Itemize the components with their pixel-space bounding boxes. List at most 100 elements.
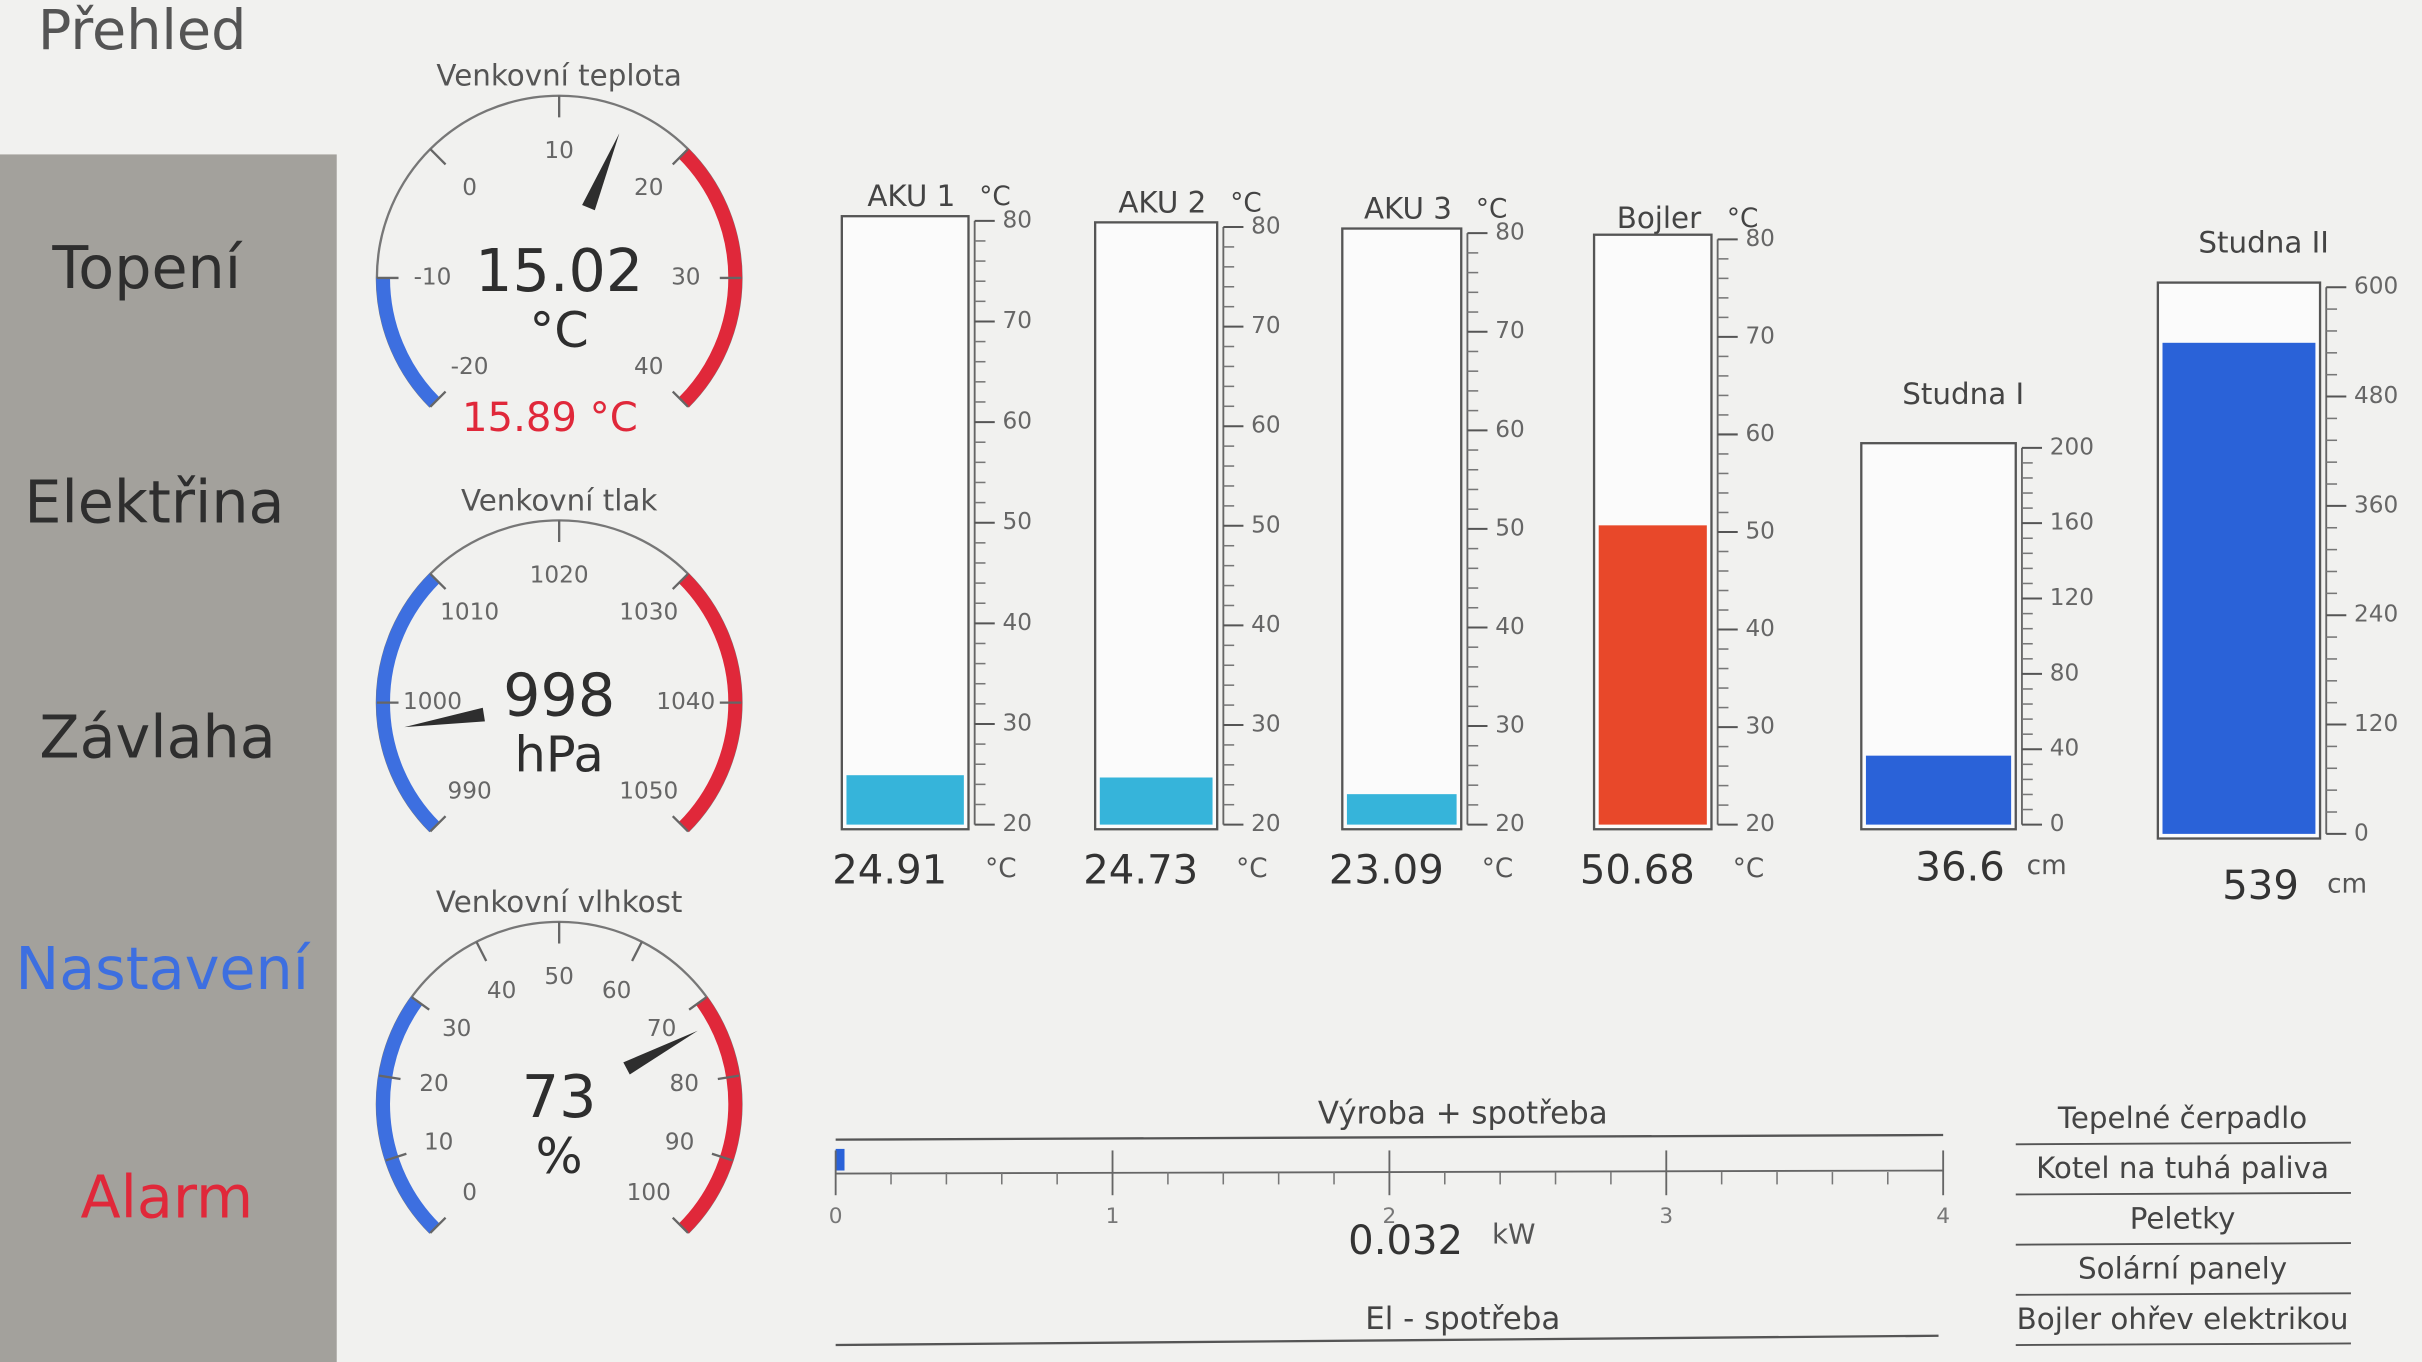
scale-label: 70 [1745,323,1774,349]
scale-label: 20 [1251,811,1280,837]
axis-label: 4 [1936,1204,1950,1229]
gauge-zone [376,996,440,1234]
gauge-tick [671,1216,689,1234]
gauge-tick [671,390,689,408]
axis-label: 0 [829,1204,843,1229]
gauge-tick [671,572,689,590]
gauge-unit: hPa [515,726,604,784]
source-item: Solární panely [2078,1252,2287,1286]
gauge-tick-label: 30 [442,1016,471,1042]
gauge-tick [688,996,708,1011]
gauge-tick-label: 30 [671,264,700,290]
axis-label: 3 [1659,1204,1673,1229]
scale-label: 60 [1251,413,1280,439]
tank-unit: °C [1482,854,1513,884]
tank-level [1346,794,1457,825]
tank-frame [1093,221,1219,831]
source-item: Kotel na tuhá paliva [2036,1151,2329,1185]
gauge-tick-label: 990 [447,779,491,805]
gauge-tick-label: 0 [462,175,477,201]
nav-item[interactable]: Alarm [80,1164,253,1232]
scale-label: 50 [1002,509,1031,535]
gauge-tick-label: 40 [634,354,663,380]
scale-label: 120 [2354,711,2398,737]
scale-label: 70 [1251,313,1280,339]
scale-label: 600 [2354,274,2398,300]
gauge-tick-label: 90 [665,1130,694,1156]
gauge-tick [429,815,447,833]
scale-label: 60 [1495,417,1524,443]
gauge-value: 998 [503,662,615,730]
scale-label: 40 [1251,612,1280,638]
tank-level [1099,777,1213,825]
gauge-tick-label: 70 [647,1016,676,1042]
tank-value: 36.6 [1915,844,2004,890]
scale-label: 0 [2354,820,2369,846]
tank-frame [1341,227,1463,831]
gauge-tick-label: 20 [634,175,663,201]
gauge-tick [429,390,447,408]
axis-label: 2 [1383,1204,1397,1229]
nav-item[interactable]: Topení [51,234,242,302]
tank-title: AKU 3 [1364,192,1452,226]
tank-title: Studna I [1902,377,2024,411]
gauge-title: Venkovní tlak [461,483,657,517]
gauge-tick-label: 20 [419,1071,448,1097]
nav-item[interactable]: Elektřina [24,469,284,537]
scale-label: 50 [1495,515,1524,541]
gauge-tick-label: 1020 [530,562,589,588]
scale-label: 30 [1251,712,1280,738]
tank-title: AKU 2 [1118,185,1206,219]
gauge-needle [623,1030,698,1075]
gauge-tick [717,1074,740,1081]
scale-label: 20 [1002,811,1031,837]
scale-label: 30 [1745,714,1774,740]
gauge-tick-label: 1030 [619,600,678,626]
sidebar [0,154,337,1362]
gauge-tick-label: -10 [414,264,452,290]
gauge-tick [429,572,447,590]
bar-frame [835,1334,1939,1347]
gauge-tick-label: 1040 [656,689,715,715]
gauge-value: 15.02 [475,237,643,305]
tank-value: 50.68 [1580,847,1695,893]
separator [2015,1191,2351,1196]
tank-title-unit: °C [1476,195,1507,225]
scale-label: 20 [1495,811,1524,837]
source-item: Peletky [2130,1201,2236,1235]
separator [2015,1342,2351,1346]
scale-label: 40 [1002,610,1031,636]
scale-label: 200 [2050,434,2094,460]
power-value: 0.032 [1348,1218,1463,1264]
gauge-tick-label: 1000 [403,689,462,715]
scale-label: 480 [2354,383,2398,409]
gauge-zone [376,277,440,408]
scale-label: 80 [1251,214,1280,240]
scale-label: 80 [1002,207,1031,233]
tank-level [1865,755,2012,825]
separator [2015,1242,2351,1246]
scale-label: 30 [1002,710,1031,736]
gauge-tick-label: 40 [487,978,516,1004]
axis-label: 1 [1106,1204,1120,1229]
power-unit: kW [1492,1217,1536,1250]
tank-title-unit: °C [979,182,1010,212]
gauge-tick-label: 1050 [619,779,678,805]
separator [2015,1292,2351,1296]
gauge-tick [429,148,447,166]
nav-item[interactable]: Závlaha [39,703,275,771]
gauge-tick-label: 0 [462,1180,477,1206]
scale-label: 70 [1002,308,1031,334]
scale-label: 360 [2354,492,2398,518]
gauge-tick [671,815,689,833]
nav-item[interactable]: Nastavení [15,935,310,1003]
gauge-tick-label: 60 [602,978,631,1004]
gauge-tick-label: 10 [544,138,573,164]
tank-title: Bojler [1617,201,1702,235]
tank-value: 24.91 [832,847,947,893]
gauge-unit: % [536,1127,583,1185]
gauge-tick [429,1216,447,1234]
source-item: Tepelné čerpadlo [2057,1101,2307,1135]
gauge-tick [671,148,689,166]
scale-label: 50 [1251,512,1280,538]
